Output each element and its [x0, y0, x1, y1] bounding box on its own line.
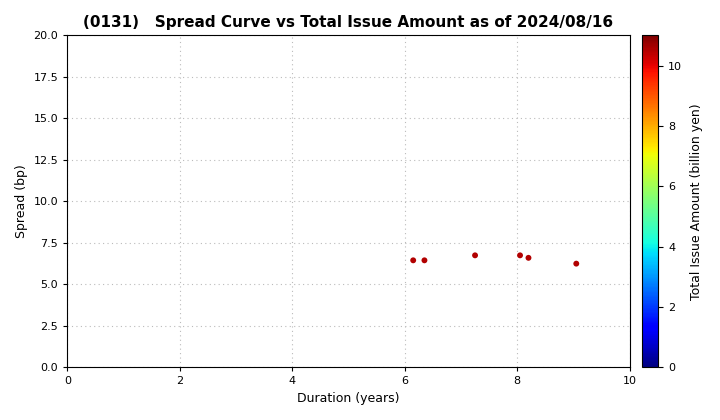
Y-axis label: Total Issue Amount (billion yen): Total Issue Amount (billion yen): [690, 103, 703, 300]
Point: [523, 255, 534, 261]
Title: (0131)   Spread Curve vs Total Issue Amount as of 2024/08/16: (0131) Spread Curve vs Total Issue Amoun…: [84, 15, 613, 30]
Point: [418, 257, 430, 264]
X-axis label: Duration (years): Duration (years): [297, 392, 400, 405]
Point: [408, 257, 419, 264]
Point: [514, 252, 526, 259]
Point: [570, 260, 582, 267]
Point: [469, 252, 481, 259]
Y-axis label: Spread (bp): Spread (bp): [15, 165, 28, 238]
